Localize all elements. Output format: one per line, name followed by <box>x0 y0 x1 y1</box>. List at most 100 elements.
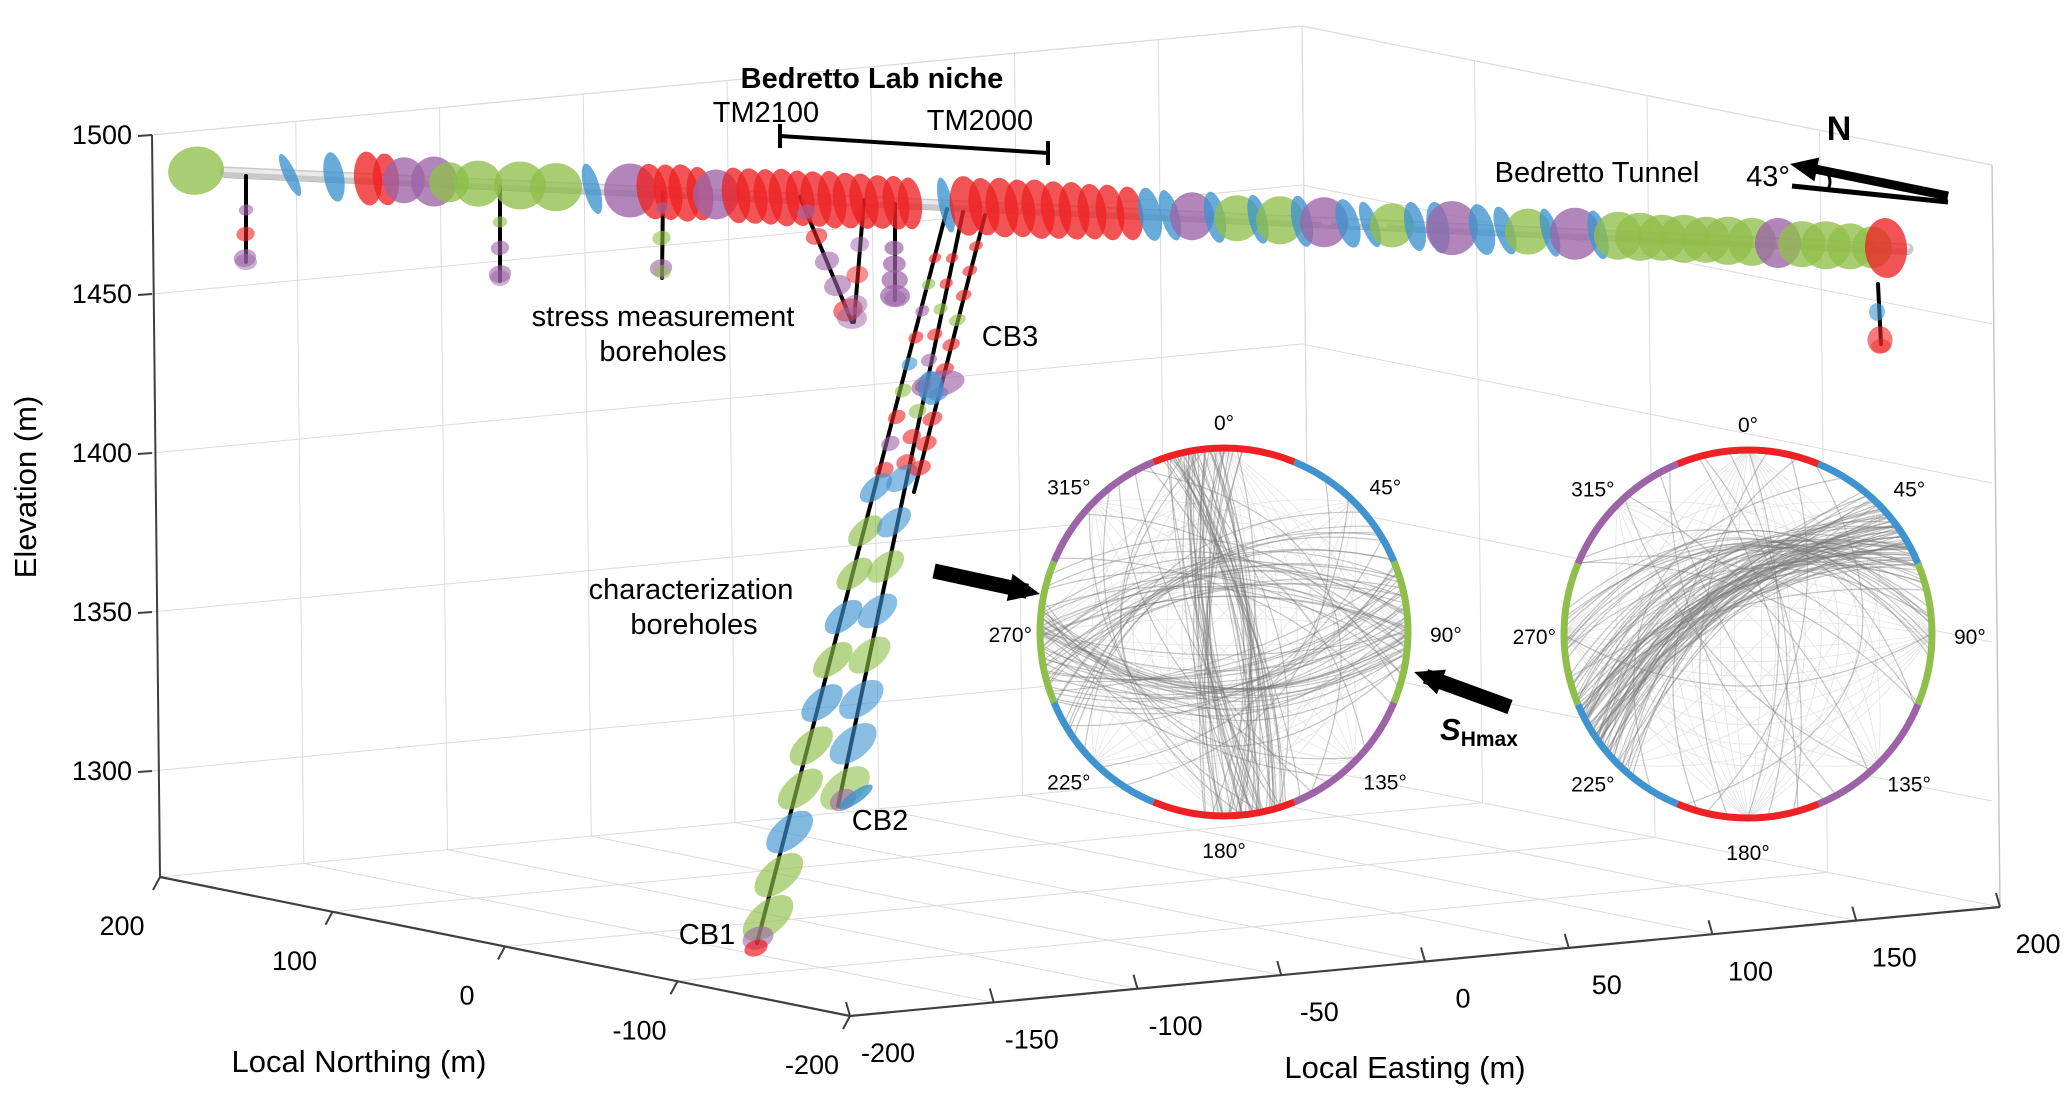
fracture-great-circle <box>1564 549 1932 652</box>
fracture-great-circle <box>1681 462 1864 807</box>
stereonet-graticule-arc <box>1563 633 1933 708</box>
borehole-fracture-disc <box>894 383 912 398</box>
borehole-fracture-disc <box>653 265 671 279</box>
borehole-fracture-disc <box>789 726 833 766</box>
stereonet-graticule-arc <box>1223 447 1298 817</box>
fracture-great-circle <box>1102 487 1339 777</box>
stereonet-graticule-arc <box>1563 501 1933 635</box>
fracture-great-circle <box>1587 542 1909 726</box>
fracture-great-circle <box>1118 480 1330 784</box>
fracture-great-circle <box>1206 447 1226 817</box>
stereonet-degree-label: 45° <box>1369 477 1401 500</box>
fracture-great-circle <box>1616 503 1880 764</box>
fracture-great-circle <box>1039 631 1409 656</box>
gridline-elevation-right <box>1301 343 1993 484</box>
fracture-great-circle <box>1189 450 1259 813</box>
fracture-great-circle <box>1197 447 1226 817</box>
borehole-fracture-disc <box>969 240 983 252</box>
fracture-great-circle <box>1068 531 1380 732</box>
fracture-great-circle <box>1599 524 1897 744</box>
north-arrow-head <box>1790 157 1820 182</box>
fracture-great-circle <box>1563 529 1933 644</box>
fracture-great-circle <box>1564 567 1932 651</box>
tunnel-fracture-disc <box>168 146 224 195</box>
fracture-great-circle <box>1594 531 1902 737</box>
fracture-great-circle <box>1122 478 1331 787</box>
stereonet-graticule-arc <box>1039 631 1409 661</box>
borehole-fracture-disc <box>839 784 873 810</box>
stereonet-graticule-arc <box>1093 501 1355 763</box>
borehole-fracture-disc <box>801 684 843 722</box>
fracture-great-circle <box>1572 550 1923 693</box>
gridline-elevation-left <box>151 343 1303 454</box>
stereonet-background <box>1560 446 1936 822</box>
fracture-great-circle <box>1612 508 1884 760</box>
stereonet-graticule-arc <box>1733 449 1749 819</box>
easting-tick <box>1132 974 1139 990</box>
fracture-great-circle <box>1120 451 1263 813</box>
stereonet-graticule-arc <box>1039 631 1409 765</box>
fracture-great-circle <box>1658 472 1838 796</box>
fracture-great-circle <box>1045 550 1403 678</box>
stereonet-graticule-arc <box>1617 503 1879 765</box>
fracture-great-circle <box>1581 538 1915 714</box>
fracture-great-circle <box>1204 448 1235 816</box>
fracture-great-circle <box>1046 583 1402 683</box>
borehole-fracture-disc <box>777 768 823 810</box>
fracture-great-circle <box>1620 499 1875 768</box>
fracture-great-circle <box>1580 556 1916 712</box>
fracture-great-circle <box>1040 609 1407 696</box>
annotation-arrows <box>932 157 1949 715</box>
fracture-great-circle <box>1564 545 1932 652</box>
borehole-fracture-disc <box>857 593 898 629</box>
fracture-great-circle <box>1583 533 1913 718</box>
stereonet-graticule-arc <box>1093 501 1355 763</box>
stereonet-rim-sector <box>1817 703 1922 808</box>
box-top-edge-right <box>1301 25 1993 166</box>
stereonet-graticule-arc <box>1617 503 1879 765</box>
fracture-great-circle <box>1187 451 1261 813</box>
fracture-great-circle <box>1188 451 1260 813</box>
stereonet-graticule-arc <box>1617 503 1879 765</box>
fracture-great-circle <box>1134 470 1314 794</box>
elevation-axis-label: Elevation (m) <box>8 396 43 579</box>
fracture-great-circle <box>1040 617 1408 690</box>
fracture-great-circle <box>1040 575 1408 649</box>
easting-tick-label: 100 <box>1728 956 1773 986</box>
borehole-fracture-disc <box>942 338 960 352</box>
stereonet-graticule-arc <box>1617 503 1879 765</box>
fracture-great-circle <box>1172 454 1276 809</box>
fracture-great-circle <box>1170 455 1278 809</box>
fracture-great-circle <box>1046 563 1402 682</box>
borehole-fracture-disc <box>829 722 877 765</box>
fracture-great-circle <box>1039 585 1409 639</box>
stereonet-degree-label: 135° <box>1887 773 1930 796</box>
fracture-great-circle <box>1063 536 1384 724</box>
northing-tick <box>152 876 161 891</box>
fracture-great-circle <box>1579 559 1917 709</box>
fracture-great-circle <box>1208 448 1253 816</box>
fracture-great-circle <box>1040 560 1408 650</box>
fracture-great-circle <box>1584 548 1912 720</box>
fracture-great-circle <box>1577 563 1919 705</box>
easting-tick <box>1995 892 2001 908</box>
northing-tick <box>324 911 334 926</box>
stereonet-graticule-arc <box>1615 501 1879 765</box>
elevation-tick-label: 1350 <box>72 597 132 627</box>
fracture-great-circle <box>1589 540 1907 728</box>
stereonet-rim-sector <box>1574 703 1679 808</box>
fracture-great-circle <box>1191 450 1261 814</box>
fracture-great-circle <box>1045 587 1404 696</box>
borehole-fracture-disc <box>490 240 510 256</box>
borehole-fracture-disc <box>888 409 906 425</box>
fracture-great-circle <box>1598 525 1898 743</box>
borehole-fracture-disc <box>235 254 257 270</box>
tunnel-fracture-disc <box>323 152 345 202</box>
northing-tick <box>669 980 679 995</box>
fracture-great-circle <box>1040 616 1408 699</box>
borehole-fracture-disc <box>846 265 869 284</box>
fracture-great-circle <box>1607 513 1888 754</box>
fracture-great-circle <box>1194 448 1239 816</box>
fracture-great-circle <box>1049 571 1399 703</box>
